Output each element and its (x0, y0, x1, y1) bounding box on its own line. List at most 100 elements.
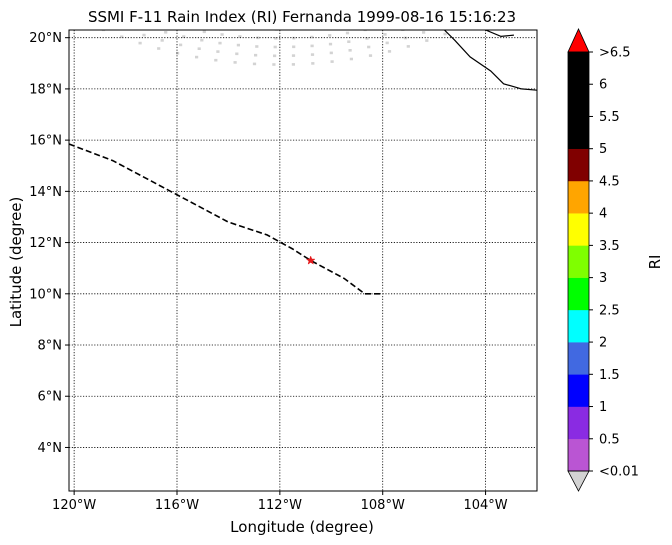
swath-pixel (164, 31, 168, 34)
swath-pixel (449, 2, 452, 5)
swath-pixel (329, 51, 333, 55)
map-plot-area (67, 0, 538, 492)
colorbar-bin (568, 309, 589, 343)
swath-pixel (292, 36, 296, 40)
colorbar-tick-label: >6.5 (599, 46, 631, 61)
swath-pixel (182, 35, 186, 38)
swath-pixel (67, 12, 70, 15)
swath-pixel (273, 45, 277, 49)
colorbar-tick-label: 3 (599, 271, 607, 286)
colorbar-tick-label: 2 (599, 336, 607, 351)
y-tick-label: 14°N (29, 185, 62, 200)
map-gridlines (69, 30, 537, 491)
swath-pixel (200, 38, 204, 42)
swath-pixel (228, 0, 231, 1)
x-tick-label: 112°W (258, 498, 302, 513)
plot-frame (68, 29, 538, 492)
x-tick-label: 116°W (155, 498, 199, 513)
swath-pixel (78, 0, 81, 1)
swath-pixel (240, 27, 243, 30)
colorbar-tick-label: 0.5 (599, 432, 620, 447)
swath-pixel (310, 35, 314, 39)
colorbar-tick-label: 6 (599, 78, 607, 93)
swath-pixel (425, 39, 429, 42)
swath-pixel (216, 50, 220, 53)
swath-pixel (383, 33, 387, 36)
colorbar: <0.01 0.5 1 1.5 2 2.5 3 3.5 4 4.5 5 5.5 6 >6.5 (567, 28, 639, 492)
colorbar-tick-label: 5 (599, 142, 607, 157)
coastline (443, 30, 537, 91)
swath-pixel (358, 3, 361, 6)
swath-pixel (328, 42, 333, 46)
colorbar-tick-label: 3.5 (599, 239, 620, 254)
swath-pixel (157, 47, 161, 50)
y-tick-label: 12°N (29, 236, 62, 251)
storm-center-marker (305, 255, 316, 265)
swath-pixel (443, 32, 447, 36)
swath-pixel (291, 54, 296, 57)
colorbar-bin (568, 406, 589, 440)
swath-pixel (347, 40, 351, 43)
swath-pixel (272, 63, 276, 66)
colorbar-bin (568, 277, 589, 311)
storm-track (69, 143, 383, 295)
swath-pixel (470, 2, 473, 5)
swath-pixel (218, 41, 222, 45)
swath-pixel (375, 0, 378, 2)
swath-pixel (214, 58, 218, 62)
swath-pixel (121, 0, 124, 1)
colorbar-bin (568, 213, 589, 246)
colorbar-tick-label: <0.01 (599, 465, 639, 480)
swath-pixel (146, 26, 149, 29)
swath-pixel (185, 27, 188, 30)
swath-pixel (137, 5, 140, 8)
swath-pixel (179, 43, 183, 47)
y-tick-label: 20°N (29, 31, 62, 46)
swath-pixel (429, 1, 432, 4)
colorbar-under-arrow (567, 470, 590, 492)
swath-pixel (84, 21, 87, 24)
swath-pixel (310, 27, 313, 30)
y-tick-label: 8°N (38, 339, 63, 354)
colorbar-tick-label: 4.5 (599, 174, 620, 189)
x-tick-label: 120°W (52, 498, 96, 513)
swath-pixel (178, 0, 181, 1)
swath-pixel (410, 0, 413, 1)
colorbar-bin (568, 438, 589, 472)
colorbar-tick-label: 1.5 (599, 368, 620, 383)
swath-pixel (176, 51, 180, 55)
swath-pixel (309, 1, 312, 4)
colorbar-bin (568, 342, 589, 375)
swath-pixel (422, 31, 426, 34)
swath-pixel (291, 63, 295, 66)
swath-pixel (273, 54, 277, 58)
swath-pixel (514, 0, 517, 2)
swath-pixel (492, 1, 495, 4)
colorbar-tick-label: 1 (599, 400, 607, 415)
swath-pixel (393, 3, 396, 6)
swath-pixel (194, 2, 197, 5)
plot-title: SSMI F-11 Rain Index (RI) Fernanda 1999-… (88, 8, 516, 26)
swath-pixel (236, 43, 240, 47)
colorbar-bin (568, 245, 589, 278)
swath-pixel (235, 52, 239, 56)
swath-pixel (252, 62, 257, 66)
swath-pixel (72, 5, 75, 8)
swath-pixel (142, 33, 146, 37)
swath-pixel (256, 36, 260, 40)
swath-pixel (260, 2, 263, 5)
colorbar-bin (568, 148, 589, 182)
swath-pixel (385, 41, 389, 45)
swath-pixel (348, 49, 352, 52)
colorbar-bin (568, 84, 589, 117)
swath-pixel (349, 57, 353, 61)
swath-pixel (367, 45, 371, 49)
coastline-fragment (485, 30, 514, 38)
swath-pixel (277, 2, 280, 5)
swath-pixel (100, 0, 103, 2)
y-tick-label: 4°N (38, 441, 63, 456)
x-axis-ticks: 120°W 116°W 112°W 108°W 104°W (52, 491, 508, 513)
swath-pixel (101, 30, 106, 32)
swath-pixel (197, 47, 201, 50)
